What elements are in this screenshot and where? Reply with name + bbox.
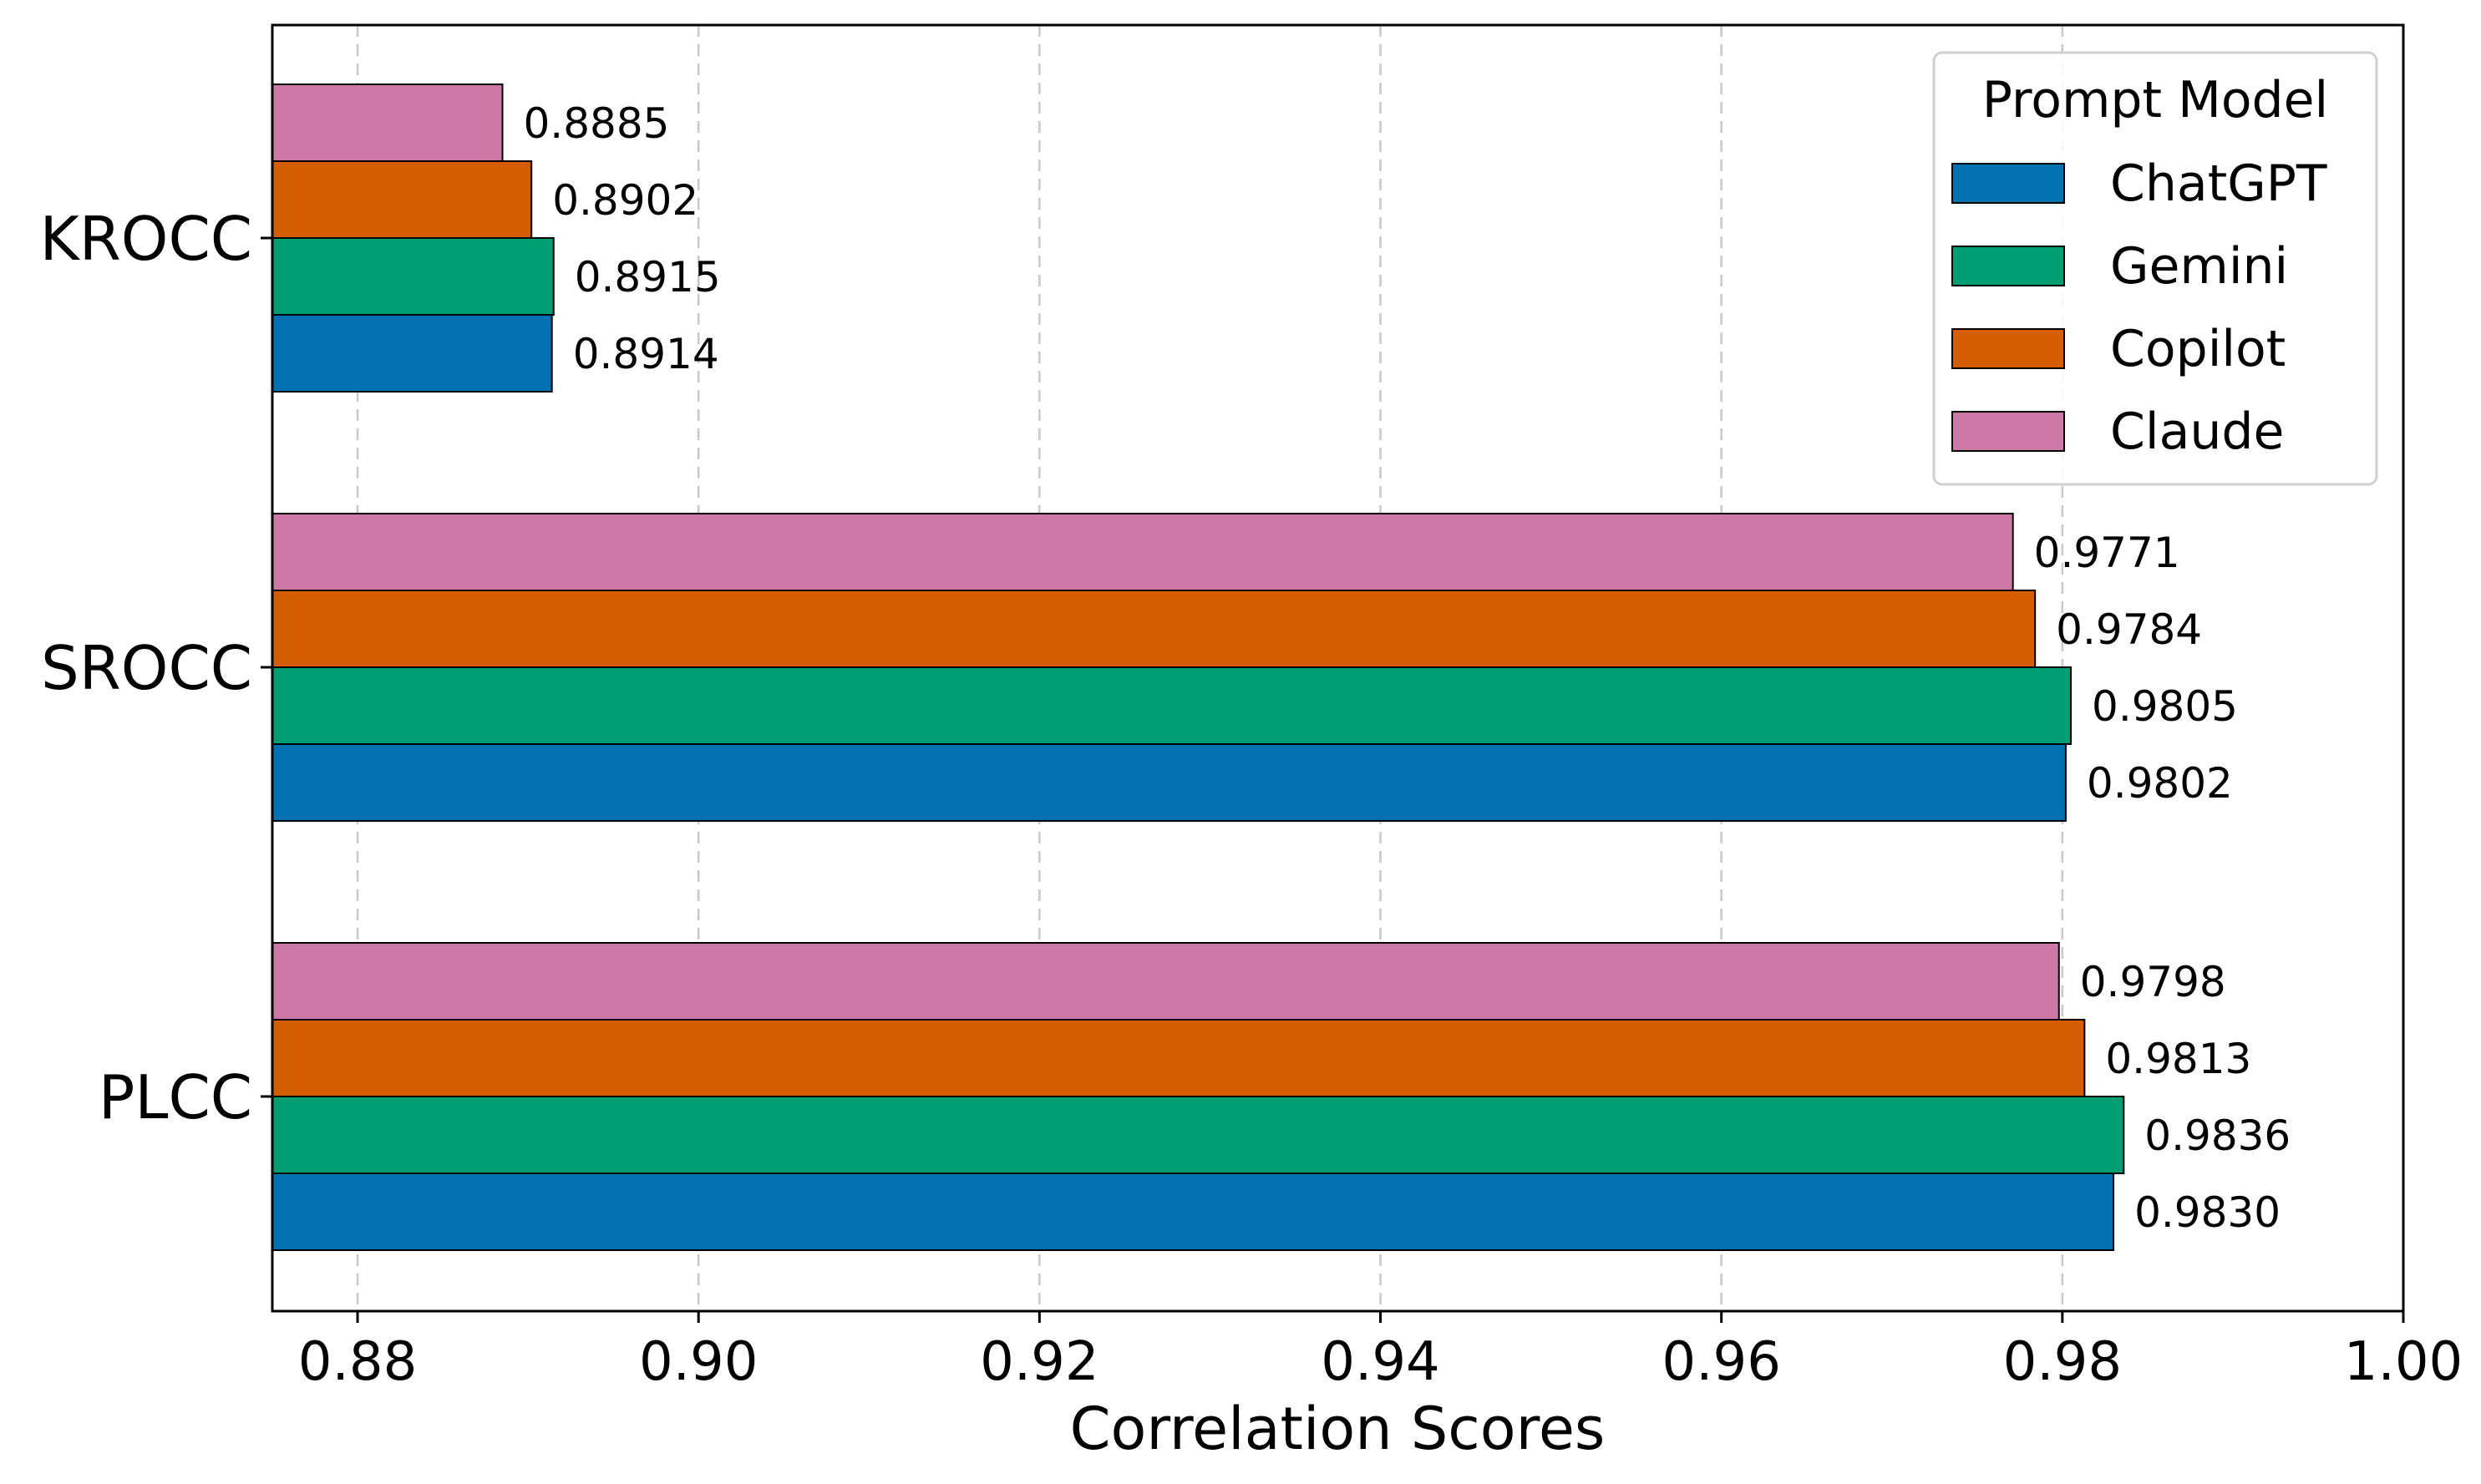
value-label: 0.8914 <box>573 330 719 378</box>
x-tick-label: 0.96 <box>1662 1331 1781 1393</box>
bar-copilot-krocc <box>271 160 533 239</box>
y-category-label: SROCC <box>41 633 252 703</box>
value-label: 0.9805 <box>2092 682 2238 731</box>
bar-claude-krocc <box>271 84 504 162</box>
bar-copilot-srocc <box>271 590 2037 668</box>
y-category-label: PLCC <box>99 1062 252 1132</box>
legend-title: Prompt Model <box>1982 71 2328 129</box>
legend-items: ChatGPT Gemini Copilot Claude <box>1951 154 2327 461</box>
bar-gemini-krocc <box>271 237 555 316</box>
bar-chatgpt-srocc <box>271 743 2067 822</box>
x-tick-label: 0.98 <box>2003 1331 2123 1393</box>
bar-gemini-plcc <box>271 1096 2125 1174</box>
legend-swatch-claude <box>1951 411 2065 452</box>
bar-chatgpt-krocc <box>271 314 553 393</box>
value-label: 0.8885 <box>524 99 670 148</box>
value-label: 0.9798 <box>2080 958 2226 1006</box>
y-category-label: KROCC <box>40 204 252 274</box>
value-label: 0.9771 <box>2034 529 2180 577</box>
bar-claude-srocc <box>271 513 2014 591</box>
bar-gemini-srocc <box>271 666 2073 745</box>
bars <box>271 84 2125 1251</box>
legend-swatch-copilot <box>1951 328 2065 369</box>
x-axis-ticks: 0.88 0.90 0.92 0.94 0.96 0.98 1.00 <box>298 1311 2463 1393</box>
x-tick-label: 0.88 <box>298 1331 418 1393</box>
x-tick-label: 0.92 <box>980 1331 1099 1393</box>
x-tick-label: 1.00 <box>2344 1331 2463 1393</box>
y-axis-ticks: KROCC SROCC PLCC <box>40 204 272 1132</box>
value-labels: 0.8914 0.8915 0.8902 0.8885 0.9802 0.9805 0.97… <box>524 99 2291 1237</box>
value-label: 0.9830 <box>2134 1188 2281 1237</box>
legend-label-gemini: Gemini <box>2110 237 2288 296</box>
legend-box <box>1932 51 2378 486</box>
legend-label-chatgpt: ChatGPT <box>2110 154 2327 213</box>
legend-swatch-chatgpt <box>1951 163 2065 204</box>
bar-claude-plcc <box>271 942 2060 1021</box>
legend: Prompt Model ChatGPT Gemini Copilot Claude <box>1932 51 2378 486</box>
value-label: 0.8902 <box>552 176 698 225</box>
value-label: 0.8915 <box>575 253 721 301</box>
value-label: 0.9836 <box>2144 1112 2291 1160</box>
x-tick-label: 0.90 <box>639 1331 759 1393</box>
bar-copilot-plcc <box>271 1019 2086 1097</box>
legend-label-claude: Claude <box>2110 403 2284 461</box>
value-label: 0.9802 <box>2087 759 2233 808</box>
value-label: 0.9813 <box>2105 1035 2251 1083</box>
x-tick-label: 0.94 <box>1321 1331 1440 1393</box>
x-axis-label: Correlation Scores <box>1070 1395 1606 1463</box>
bar-chatgpt-plcc <box>271 1173 2115 1251</box>
value-label: 0.9784 <box>2056 605 2202 654</box>
legend-swatch-gemini <box>1951 246 2065 286</box>
legend-label-copilot: Copilot <box>2110 320 2286 378</box>
